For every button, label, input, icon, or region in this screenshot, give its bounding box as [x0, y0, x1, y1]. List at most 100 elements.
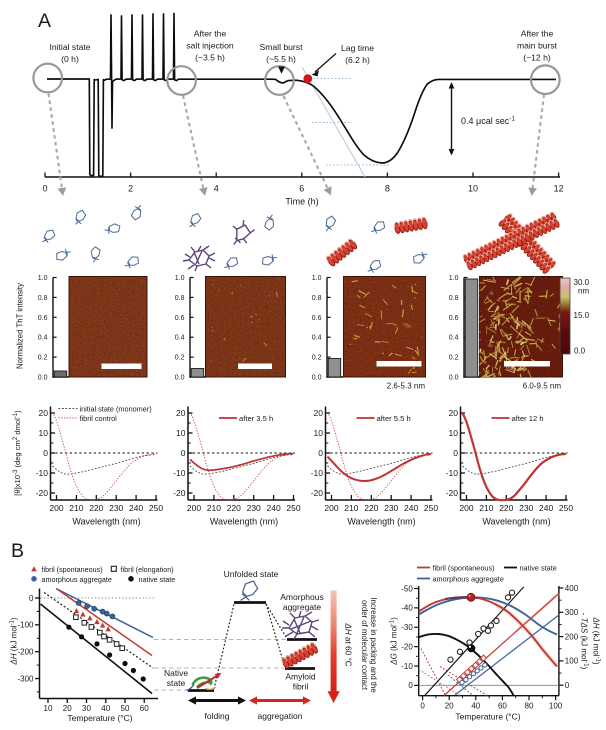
svg-text:0.4 μcal sec-1: 0.4 μcal sec-1 [461, 116, 515, 127]
svg-text:After the: After the [521, 29, 554, 39]
svg-text:0: 0 [420, 702, 425, 711]
svg-text:20: 20 [449, 408, 459, 418]
svg-text:200: 200 [187, 503, 201, 513]
svg-text:240: 240 [129, 503, 143, 513]
svg-text:0.2: 0.2 [175, 355, 185, 362]
svg-text:0.8: 0.8 [175, 295, 185, 302]
svg-text:after 3.5 h: after 3.5 h [239, 414, 273, 423]
svg-text:0: 0 [453, 448, 458, 458]
svg-text:2.6-5.3 nm: 2.6-5.3 nm [387, 382, 426, 391]
svg-text:240: 240 [539, 503, 553, 513]
svg-text:-40: -40 [401, 604, 413, 613]
svg-text:1.0: 1.0 [449, 275, 459, 282]
svg-text:0.0: 0.0 [449, 375, 459, 382]
svg-text:40: 40 [471, 702, 480, 711]
svg-text:1.0: 1.0 [38, 275, 48, 282]
svg-text:0.6: 0.6 [312, 315, 322, 322]
svg-text:12: 12 [554, 184, 564, 194]
svg-text:1.0: 1.0 [312, 275, 322, 282]
svg-text:6: 6 [299, 184, 304, 194]
svg-text:200: 200 [324, 503, 338, 513]
svg-text:50: 50 [121, 704, 130, 713]
svg-text:240: 240 [267, 503, 281, 513]
svg-text:0: 0 [43, 448, 48, 458]
svg-text:Temperature (°C): Temperature (°C) [455, 712, 520, 722]
svg-text:220: 220 [364, 503, 378, 513]
svg-text:0.0: 0.0 [312, 375, 322, 382]
svg-text:Native: Native [164, 668, 188, 678]
svg-text:(~12 h): (~12 h) [523, 53, 551, 63]
svg-text:fibril (spontaneous): fibril (spontaneous) [42, 565, 103, 574]
svg-text:initial state (monomer): initial state (monomer) [80, 405, 152, 414]
svg-text:ΔG (kJ mol-1): ΔG (kJ mol-1) [390, 617, 399, 666]
svg-text:-20: -20 [36, 488, 49, 498]
svg-text:10: 10 [176, 428, 186, 438]
svg-text:Unfolded state: Unfolded state [224, 569, 279, 579]
svg-text:(6.2 h): (6.2 h) [345, 55, 370, 65]
svg-text:0.6: 0.6 [449, 315, 459, 322]
svg-text:nm: nm [578, 287, 589, 296]
svg-text:250: 250 [286, 503, 300, 513]
svg-text:-10: -10 [446, 468, 459, 478]
svg-text:(~5.5 h): (~5.5 h) [266, 54, 296, 64]
svg-text:30.0: 30.0 [574, 278, 590, 287]
svg-text:20: 20 [63, 704, 72, 713]
svg-text:220: 220 [499, 503, 513, 513]
svg-text:0.6: 0.6 [38, 315, 48, 322]
svg-text:Wavelength (nm): Wavelength (nm) [210, 517, 278, 527]
svg-text:(~3.5 h): (~3.5 h) [195, 53, 225, 63]
svg-text:- TΔS (kJ mol-1): - TΔS (kJ mol-1) [580, 613, 589, 670]
svg-text:After the: After the [194, 29, 227, 39]
svg-text:B: B [11, 540, 24, 562]
svg-text:0.0: 0.0 [38, 375, 48, 382]
svg-text:Lag time: Lag time [341, 43, 374, 53]
svg-text:order of molecular contact: order of molecular contact [360, 600, 369, 691]
svg-text:0: 0 [181, 448, 186, 458]
svg-text:8: 8 [385, 184, 390, 194]
svg-text:Amorphous: Amorphous [280, 592, 323, 602]
svg-text:0: 0 [29, 594, 34, 603]
svg-text:amorphous aggregate: amorphous aggregate [42, 575, 112, 584]
svg-text:Increase in packing and the: Increase in packing and the [369, 597, 378, 692]
svg-text:1.0: 1.0 [175, 275, 185, 282]
svg-text:-20: -20 [173, 488, 186, 498]
svg-text:250: 250 [149, 503, 163, 513]
svg-text:-300: -300 [17, 674, 34, 683]
svg-text:210: 210 [344, 503, 358, 513]
svg-text:fibril control: fibril control [80, 414, 118, 423]
svg-text:native state: native state [520, 564, 557, 573]
svg-text:250: 250 [559, 503, 573, 513]
svg-text:0.4: 0.4 [38, 335, 48, 342]
svg-text:100: 100 [549, 702, 563, 711]
svg-text:Wavelength (nm): Wavelength (nm) [482, 517, 550, 527]
svg-text:10: 10 [314, 428, 324, 438]
svg-text:Initial state: Initial state [49, 42, 90, 52]
svg-text:Temperature (°C): Temperature (°C) [67, 713, 132, 723]
svg-text:210: 210 [69, 503, 83, 513]
svg-text:ΔH (kJ mol-1): ΔH (kJ mol-1) [592, 616, 601, 665]
svg-text:aggregate: aggregate [283, 602, 322, 612]
svg-text:10: 10 [44, 704, 53, 713]
svg-text:ΔH (kJ mol-1): ΔH (kJ mol-1) [10, 617, 19, 666]
svg-text:main burst: main burst [517, 41, 558, 51]
svg-text:400: 400 [565, 584, 579, 593]
svg-text:-10: -10 [401, 662, 413, 671]
svg-text:0.0: 0.0 [574, 347, 586, 356]
svg-text:0.0: 0.0 [175, 375, 185, 382]
svg-text:0.4: 0.4 [175, 335, 185, 342]
svg-text:60: 60 [498, 702, 507, 711]
svg-text:salt injection: salt injection [186, 41, 234, 51]
svg-text:20: 20 [39, 408, 49, 418]
svg-text:-200: -200 [17, 648, 34, 657]
svg-text:20: 20 [445, 702, 454, 711]
svg-text:230: 230 [247, 503, 261, 513]
svg-text:-10: -10 [36, 468, 49, 478]
svg-text:0.8: 0.8 [312, 295, 322, 302]
svg-text:Time (h): Time (h) [285, 197, 318, 207]
svg-text:native state: native state [139, 575, 176, 584]
svg-text:(0 h): (0 h) [61, 54, 79, 64]
svg-text:200: 200 [565, 632, 579, 641]
svg-text:0: 0 [318, 448, 323, 458]
svg-text:-50: -50 [401, 584, 413, 593]
svg-text:A: A [38, 10, 51, 32]
